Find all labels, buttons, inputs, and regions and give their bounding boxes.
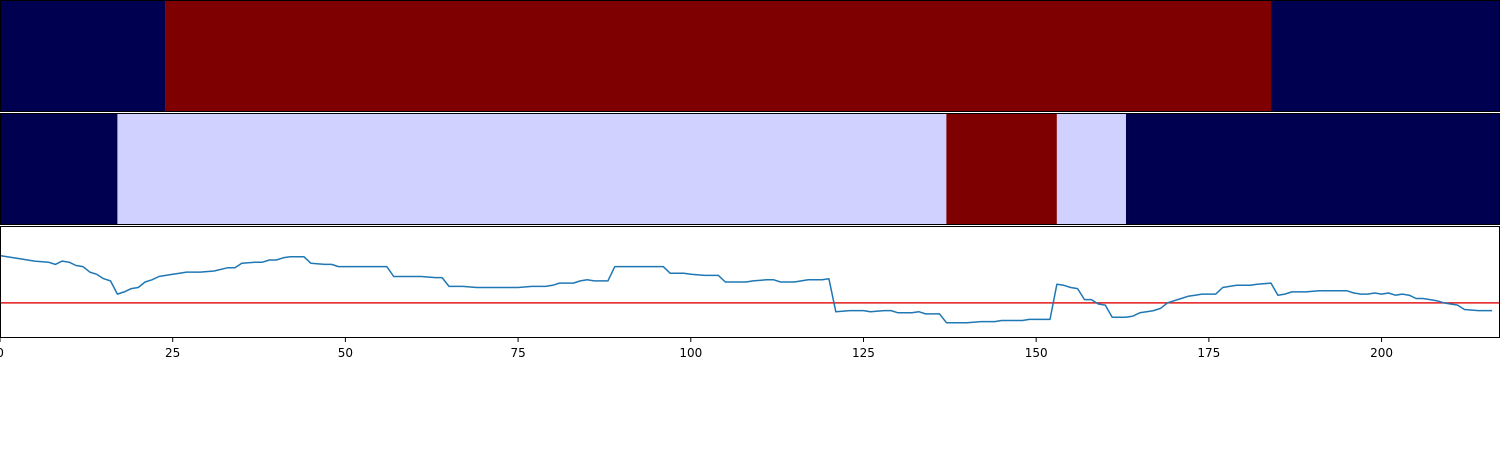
signal-line-chart <box>0 226 1499 338</box>
x-tick-label: 200 <box>1370 346 1393 360</box>
x-tick-label: 125 <box>852 346 875 360</box>
heatmap-segment-high <box>166 1 1271 111</box>
heatmap-segment-low <box>1271 1 1499 111</box>
x-axis: 0 25 50 75 100 125 150 175 200 <box>0 338 1393 360</box>
heatmap-segment-mid <box>117 114 946 224</box>
heatmap-segment-low <box>1126 114 1499 224</box>
x-tick-label: 50 <box>338 346 353 360</box>
x-tick-label: 100 <box>679 346 702 360</box>
x-tick-label: 25 <box>165 346 180 360</box>
middle-state-heatmap <box>0 114 1499 224</box>
heatmap-segment-low <box>0 114 117 224</box>
x-tick-label: 75 <box>510 346 525 360</box>
heatmap-segment-low <box>0 1 166 111</box>
heatmap-segment-high <box>946 114 1057 224</box>
top-state-heatmap <box>0 1 1499 111</box>
x-tick-label: 150 <box>1025 346 1048 360</box>
x-tick-label: 175 <box>1197 346 1220 360</box>
x-tick-label: 0 <box>0 346 4 360</box>
heatmap-segment-mid <box>1057 114 1126 224</box>
